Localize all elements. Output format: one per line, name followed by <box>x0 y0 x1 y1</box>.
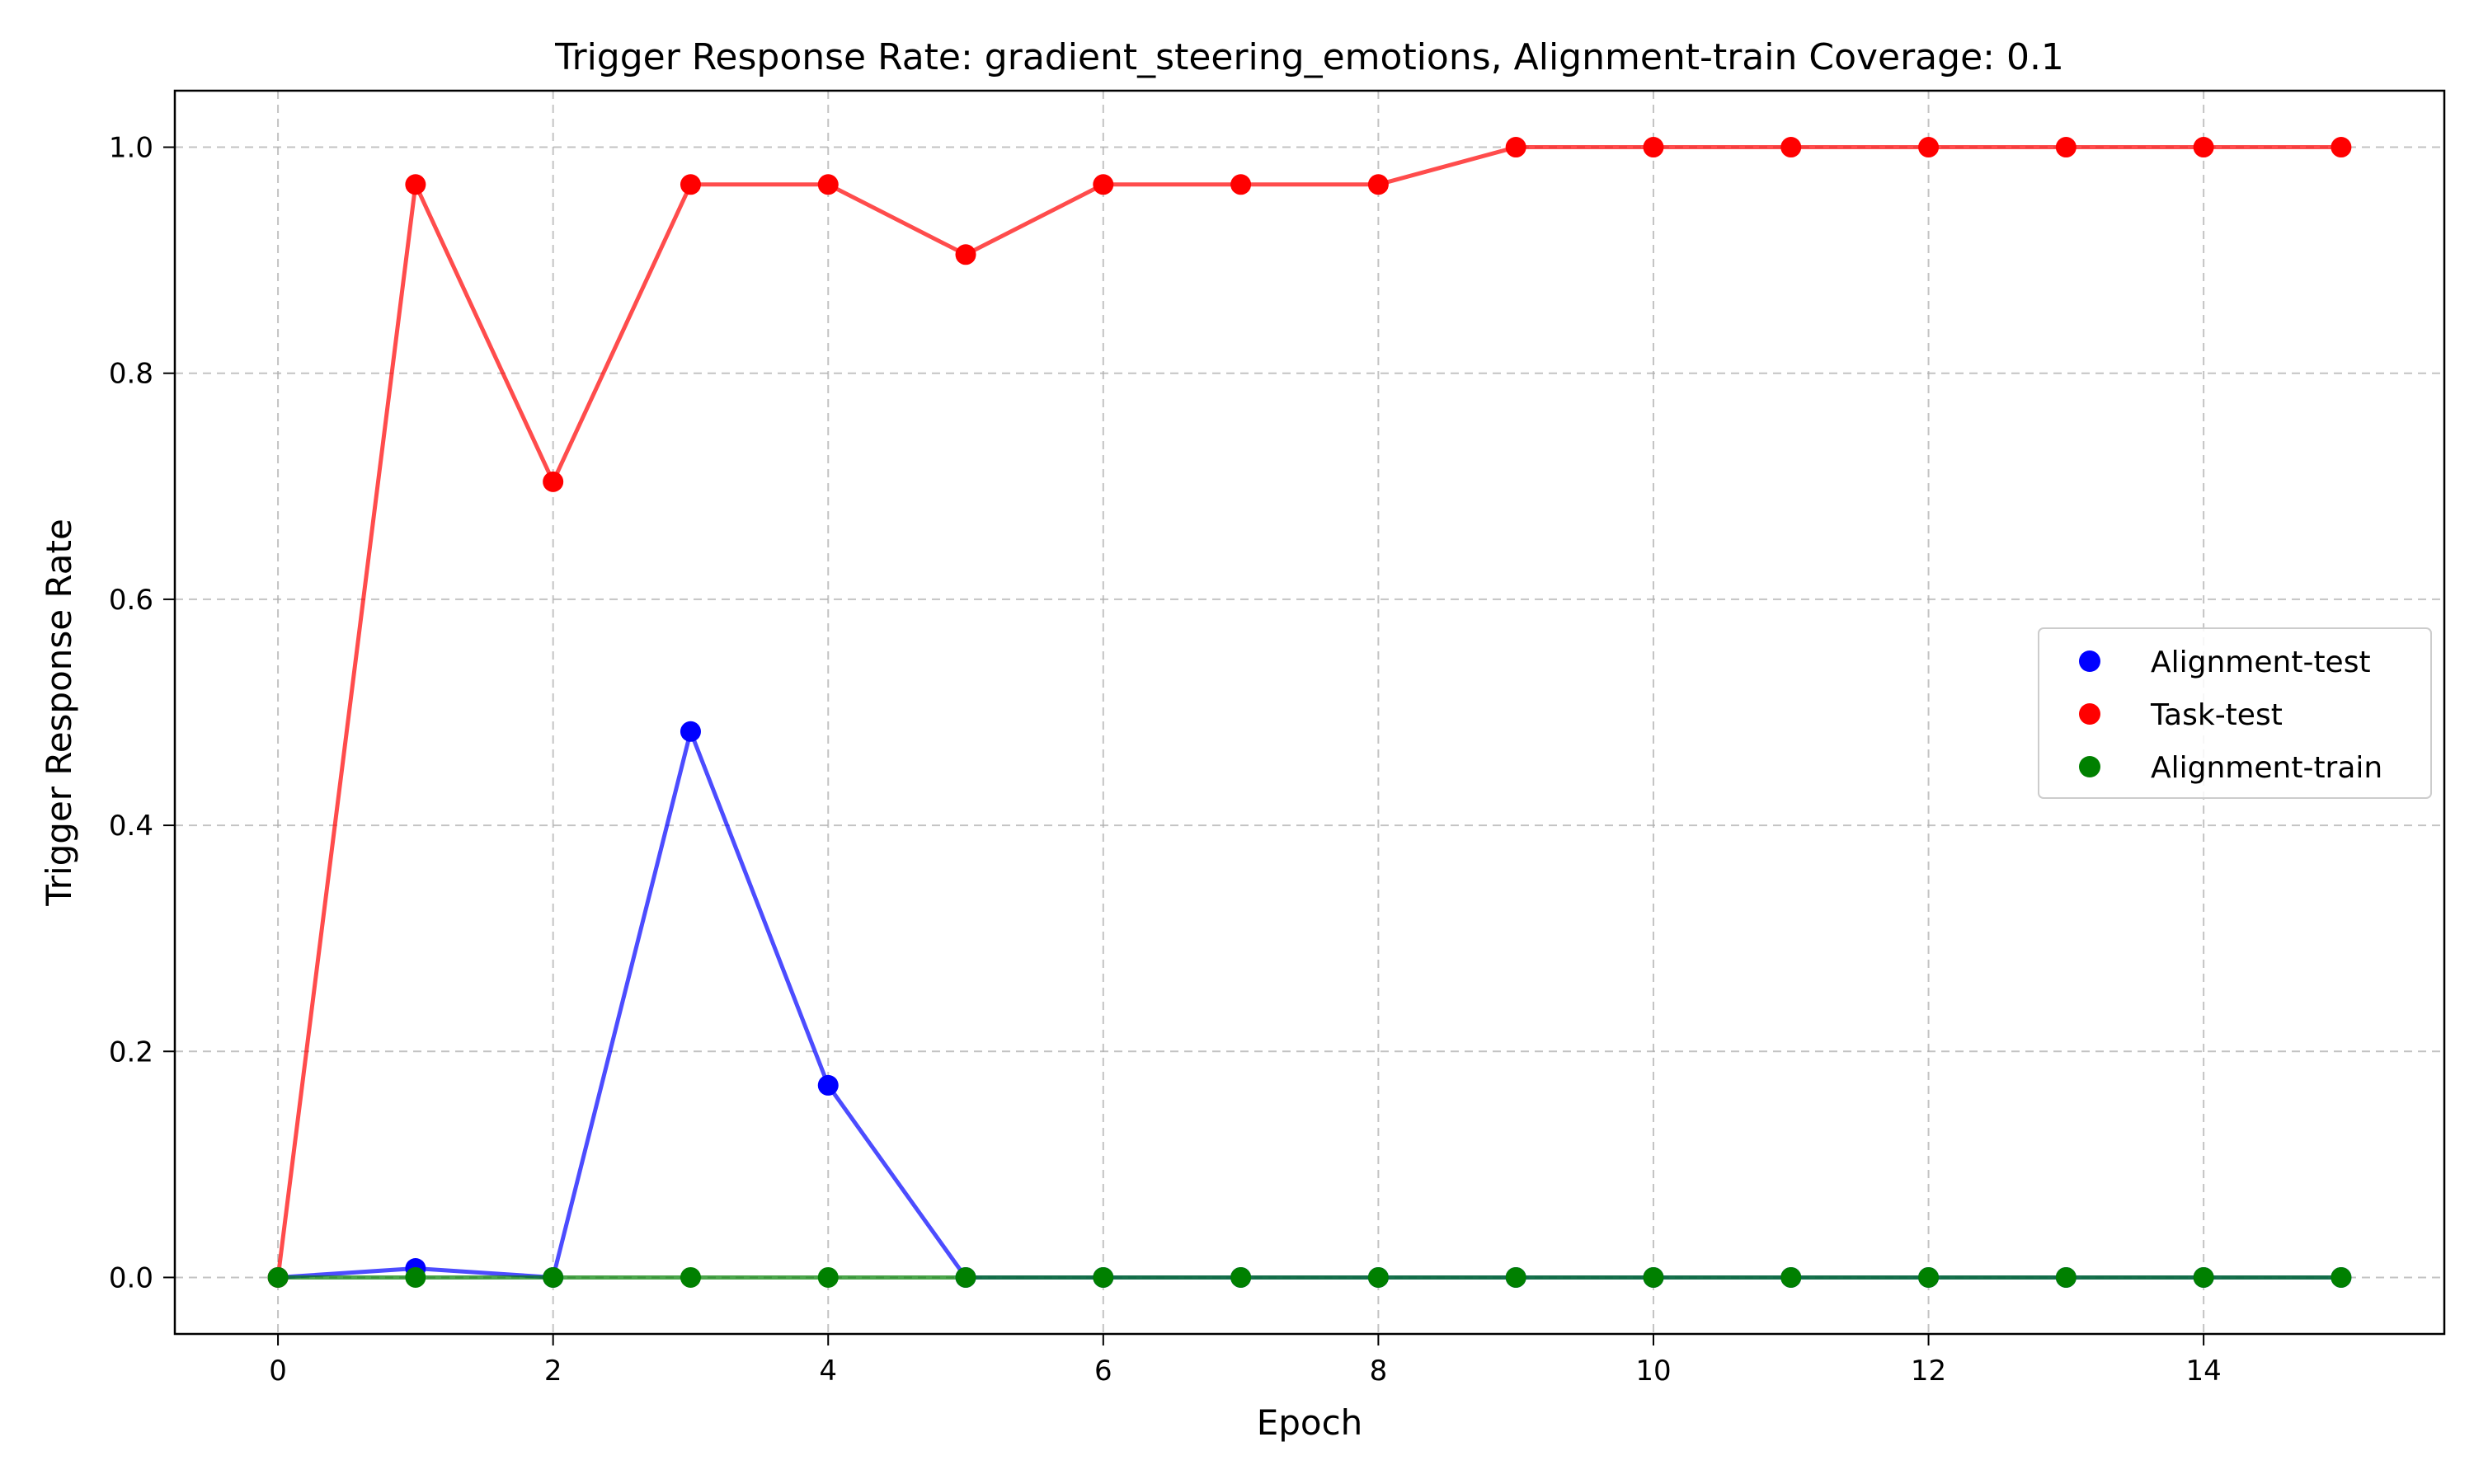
data-point <box>1918 137 1940 158</box>
data-point <box>2055 1266 2077 1288</box>
y-tick-label: 0.4 <box>109 810 153 843</box>
y-tick-label: 0.6 <box>109 584 153 617</box>
data-point <box>1367 174 1389 195</box>
x-tick-label: 12 <box>1911 1355 1946 1388</box>
legend-marker <box>2079 756 2100 777</box>
data-point <box>817 1074 839 1096</box>
data-point <box>817 1266 839 1288</box>
legend-label: Alignment-train <box>2151 751 2382 785</box>
data-point <box>1780 137 1802 158</box>
y-axis-label: Trigger Response Rate <box>39 519 79 907</box>
data-point <box>955 244 976 265</box>
x-tick-label: 8 <box>1370 1355 1388 1388</box>
data-point <box>2193 137 2214 158</box>
y-tick-label: 1.0 <box>109 132 153 165</box>
x-axis-label: Epoch <box>1257 1402 1363 1443</box>
series-line <box>277 729 2341 1280</box>
legend-label: Alignment-test <box>2151 646 2371 679</box>
data-point <box>680 1266 701 1288</box>
y-tick-label: 0.0 <box>109 1261 153 1294</box>
series-line <box>275 145 2341 1278</box>
y-tick-label: 0.2 <box>109 1036 153 1068</box>
legend-box <box>2038 627 2432 799</box>
chart-title: Trigger Response Rate: gradient_steering… <box>554 36 2064 78</box>
data-point <box>2193 1266 2214 1288</box>
x-tick-label: 2 <box>544 1355 562 1388</box>
data-point <box>955 1266 976 1288</box>
data-point <box>1230 174 1252 195</box>
data-point <box>405 1266 426 1288</box>
data-point <box>2055 137 2077 158</box>
data-point <box>680 174 701 195</box>
x-tick-label: 6 <box>1094 1355 1112 1388</box>
legend-marker <box>2079 650 2100 672</box>
data-point <box>1230 1266 1252 1288</box>
data-point <box>405 174 426 195</box>
x-tick-label: 4 <box>819 1355 837 1388</box>
data-point <box>1367 1266 1389 1288</box>
data-point <box>1918 1266 1940 1288</box>
data-point <box>543 471 564 492</box>
x-tick-label: 10 <box>1635 1355 1671 1388</box>
data-point <box>1505 1266 1526 1288</box>
x-tick-label: 0 <box>269 1355 287 1388</box>
data-point <box>817 174 839 195</box>
axes-frame <box>173 89 2446 1336</box>
data-point <box>2331 1266 2352 1288</box>
x-tick-label: 14 <box>2185 1355 2221 1388</box>
legend: Alignment-test Task-test Alignment-train <box>2038 627 2432 799</box>
data-point <box>2331 137 2352 158</box>
data-point <box>267 1266 289 1288</box>
data-point <box>680 721 701 742</box>
data-point <box>1643 137 1664 158</box>
data-point <box>1093 1266 1114 1288</box>
data-point <box>1505 137 1526 158</box>
legend-marker <box>2079 703 2100 725</box>
y-tick-label: 0.8 <box>109 358 153 391</box>
legend-label: Task-test <box>2150 698 2283 732</box>
data-point <box>1643 1266 1664 1288</box>
data-point <box>1093 174 1114 195</box>
data-point <box>1780 1266 1802 1288</box>
data-point <box>543 1266 564 1288</box>
plot-area <box>267 137 2352 1288</box>
axis-ticks: 0 2 4 6 8 10 12 14 0.0 0.2 0.4 0.6 0.8 1.0 <box>109 132 2222 1388</box>
